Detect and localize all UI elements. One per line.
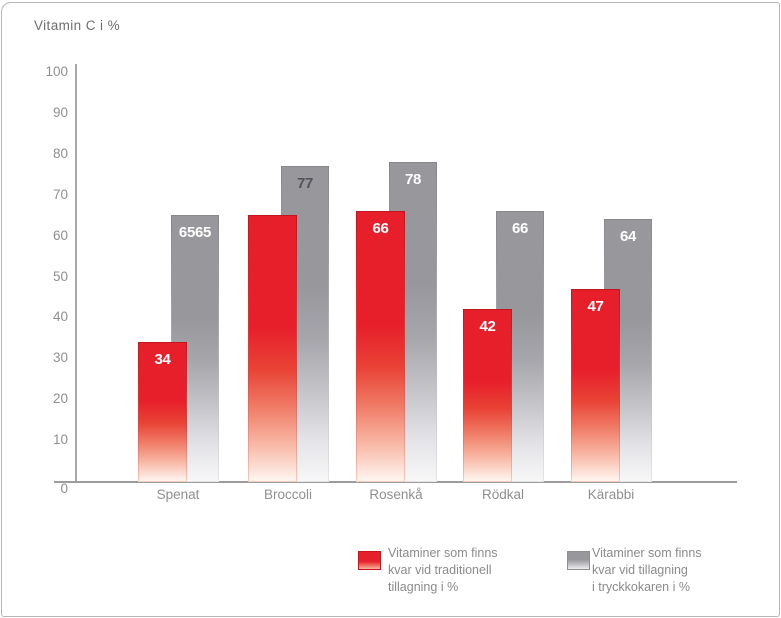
- bar-value-label: 34: [154, 351, 171, 368]
- y-tick-label: 30: [52, 350, 68, 366]
- bar-gray-spenat: 6565: [171, 215, 219, 482]
- bar-red-karabbi: 47: [571, 289, 620, 482]
- y-tick-label: 50: [52, 268, 68, 284]
- chart-title: Vitamin C i %: [34, 18, 120, 33]
- y-tick-label: 20: [52, 391, 68, 407]
- category-label-rosenka: Rosenkå: [369, 487, 423, 502]
- bar-value-label: 66: [372, 220, 389, 237]
- bar-red-rosenka: 66: [356, 211, 405, 482]
- legend-label-traditional: Vitaminer som finns kvar vid traditionel…: [388, 545, 498, 596]
- legend-line: Vitaminer som finns: [592, 546, 702, 560]
- category-label-karabbi: Kärabbi: [587, 487, 635, 502]
- y-tick-label: 90: [52, 104, 68, 120]
- category-label-broccoli: Broccoli: [263, 487, 312, 502]
- bar-value-label: 78: [404, 171, 422, 188]
- legend-label-pressure-cooker: Vitaminer som finns kvar vid tillagning …: [592, 545, 702, 596]
- legend-line: i tryckkokaren i %: [592, 580, 690, 594]
- bar-value-label: 66: [511, 220, 529, 237]
- category-label-rodkal: Rödkal: [481, 487, 525, 502]
- bar-red-rodkal: 42: [463, 309, 512, 482]
- y-axis-line: [75, 64, 77, 482]
- y-tick-label: 80: [52, 145, 68, 161]
- bar-value-label: 42: [479, 318, 496, 335]
- y-tick-label: 100: [45, 64, 68, 79]
- bar-value-label: 6565: [178, 224, 212, 241]
- y-tick-label: 0: [60, 481, 68, 496]
- y-tick-label: 10: [52, 432, 68, 448]
- bar-red-spenat: 34: [138, 342, 187, 482]
- bar-value-label: 64: [619, 228, 637, 245]
- bar-value-label: 77: [296, 175, 314, 192]
- x-axis-line: [54, 481, 737, 483]
- category-label-spenat: Spenat: [156, 487, 200, 502]
- legend-line: Vitaminer som finns: [388, 546, 498, 560]
- legend-line: kvar vid tillagning: [592, 563, 688, 577]
- legend-swatch-pressure-cooker-icon: [567, 551, 590, 570]
- y-tick-label: 40: [52, 309, 68, 325]
- bar-red-broccoli: [248, 215, 297, 482]
- legend-swatch-traditional-icon: [358, 551, 381, 570]
- legend-line: kvar vid traditionell: [388, 563, 492, 577]
- bar-value-label: 47: [587, 298, 604, 315]
- legend-line: tillagning i %: [388, 580, 459, 594]
- y-tick-label: 70: [52, 186, 68, 202]
- y-tick-label: 60: [52, 227, 68, 243]
